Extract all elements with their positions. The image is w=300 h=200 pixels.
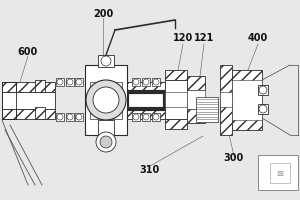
Circle shape [143, 79, 149, 85]
Circle shape [259, 105, 267, 113]
Bar [35, 107, 45, 119]
Circle shape [153, 114, 159, 120]
Bar [98, 55, 114, 67]
Bar [196, 97, 218, 122]
Bar [127, 82, 165, 92]
Text: 200: 200 [93, 9, 113, 19]
Bar [232, 70, 262, 130]
Bar [2, 82, 16, 92]
Bar [152, 78, 160, 86]
Bar [56, 78, 64, 86]
Bar [270, 163, 290, 183]
Circle shape [67, 114, 73, 120]
Bar [187, 109, 205, 123]
Text: 600: 600 [18, 47, 38, 57]
Bar [2, 82, 55, 92]
Bar [258, 155, 298, 190]
Text: ⊠: ⊠ [277, 168, 284, 178]
Circle shape [57, 114, 63, 120]
Bar [75, 78, 83, 86]
Circle shape [86, 80, 126, 120]
Bar [35, 80, 45, 92]
Bar [132, 113, 140, 121]
Bar [2, 92, 55, 109]
Bar [90, 112, 122, 119]
Bar [165, 92, 187, 107]
Circle shape [76, 79, 82, 85]
Bar [232, 80, 262, 120]
Circle shape [93, 87, 119, 113]
Bar [90, 82, 122, 89]
Bar [127, 109, 165, 119]
Bar [165, 80, 187, 119]
Circle shape [76, 114, 82, 120]
Circle shape [101, 56, 111, 66]
Bar [258, 85, 268, 95]
Bar [165, 70, 187, 80]
Text: 300: 300 [224, 153, 244, 163]
Bar [165, 119, 187, 129]
Bar [258, 104, 268, 114]
Text: 400: 400 [248, 33, 268, 43]
Bar [2, 82, 16, 119]
Bar [187, 90, 205, 109]
Bar [220, 65, 232, 135]
Circle shape [143, 114, 149, 120]
Bar [66, 113, 74, 121]
Bar [98, 120, 114, 136]
Text: 121: 121 [194, 33, 214, 43]
Bar [85, 65, 127, 135]
Bar [142, 78, 150, 86]
Bar [187, 76, 205, 90]
Circle shape [133, 114, 139, 120]
Circle shape [96, 132, 116, 152]
Text: 120: 120 [173, 33, 193, 43]
Text: 310: 310 [140, 165, 160, 175]
Circle shape [57, 79, 63, 85]
Bar [66, 78, 74, 86]
Bar [127, 92, 165, 109]
Bar [56, 113, 64, 121]
Circle shape [67, 79, 73, 85]
Circle shape [153, 79, 159, 85]
Bar [220, 92, 232, 107]
Bar [75, 113, 83, 121]
Circle shape [259, 86, 267, 94]
Bar [132, 78, 140, 86]
Circle shape [100, 136, 112, 148]
Bar [152, 113, 160, 121]
Bar [142, 113, 150, 121]
Bar [2, 109, 16, 119]
Circle shape [133, 79, 139, 85]
Bar [2, 109, 55, 119]
